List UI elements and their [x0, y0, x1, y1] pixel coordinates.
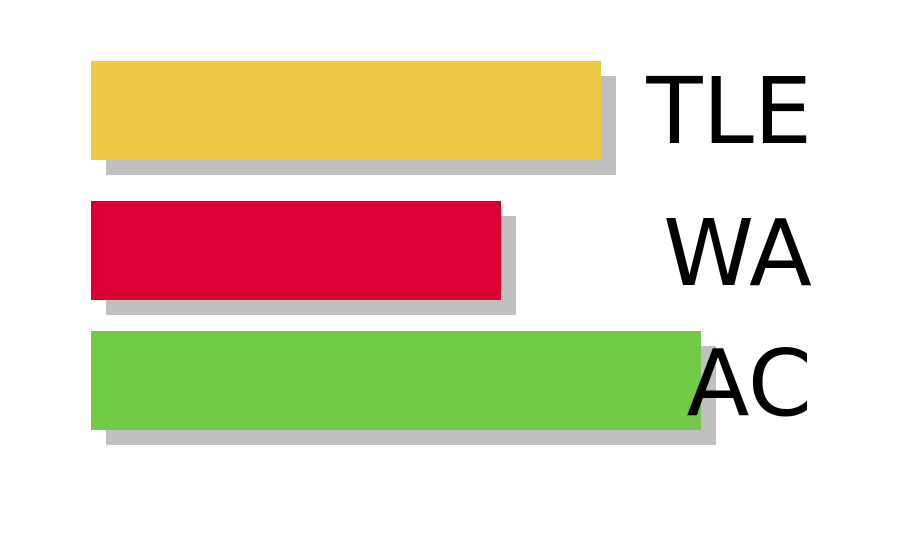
bar-ac	[91, 331, 701, 430]
category-label-ac: AC	[686, 330, 812, 437]
bar-tle	[91, 61, 601, 160]
bars-layer	[91, 61, 716, 445]
labels-layer: TLE WA AC	[645, 58, 812, 437]
category-label-wa: WA	[663, 200, 812, 307]
bar-wa	[91, 201, 501, 300]
category-label-tle: TLE	[645, 58, 812, 165]
